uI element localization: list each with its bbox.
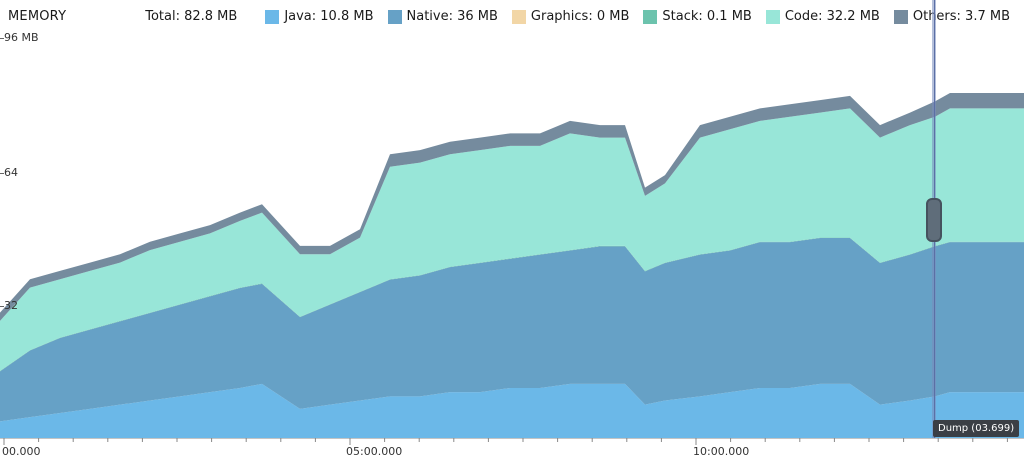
y-tick-64: [0, 173, 4, 174]
area-series-code: [0, 108, 1024, 371]
others-swatch: [893, 9, 908, 24]
graphics-swatch: [511, 9, 526, 24]
legend: Total: 82.8 MB Java: 10.8 MB Native: 36 …: [145, 9, 1010, 24]
chart-header: MEMORY Total: 82.8 MB Java: 10.8 MB Nati…: [0, 0, 1024, 34]
x-tick-label-10min: 10:00.000: [693, 445, 750, 458]
stack-swatch: [643, 9, 658, 24]
legend-java: Java: 10.8 MB: [265, 9, 374, 24]
y-tick-label-96: 96 MB: [4, 31, 39, 44]
y-tick-label-64: 64: [4, 166, 18, 179]
area-series-native: [0, 238, 1024, 422]
native-swatch: [387, 9, 402, 24]
legend-native: Native: 36 MB: [387, 9, 498, 24]
legend-others: Others: 3.7 MB: [893, 9, 1010, 24]
y-tick-96: [0, 38, 4, 39]
area-series-java: [0, 383, 1024, 438]
legend-code: Code: 32.2 MB: [765, 9, 880, 24]
total-memory: Total: 82.8 MB: [145, 9, 238, 24]
area-series-others: [0, 93, 1024, 321]
y-tick-32: [0, 306, 4, 307]
x-tick-label-5min: 05:00.000: [346, 445, 403, 458]
dump-tooltip: Dump (03.699): [933, 420, 1020, 437]
chart-title: MEMORY: [8, 9, 67, 24]
y-tick-label-32: 32: [4, 299, 18, 312]
x-tick-label-0: 00.000: [2, 445, 41, 458]
legend-graphics: Graphics: 0 MB: [511, 9, 629, 24]
code-swatch: [765, 9, 780, 24]
java-swatch: [265, 9, 280, 24]
selection-drag-handle[interactable]: [926, 198, 942, 242]
legend-stack: Stack: 0.1 MB: [643, 9, 752, 24]
